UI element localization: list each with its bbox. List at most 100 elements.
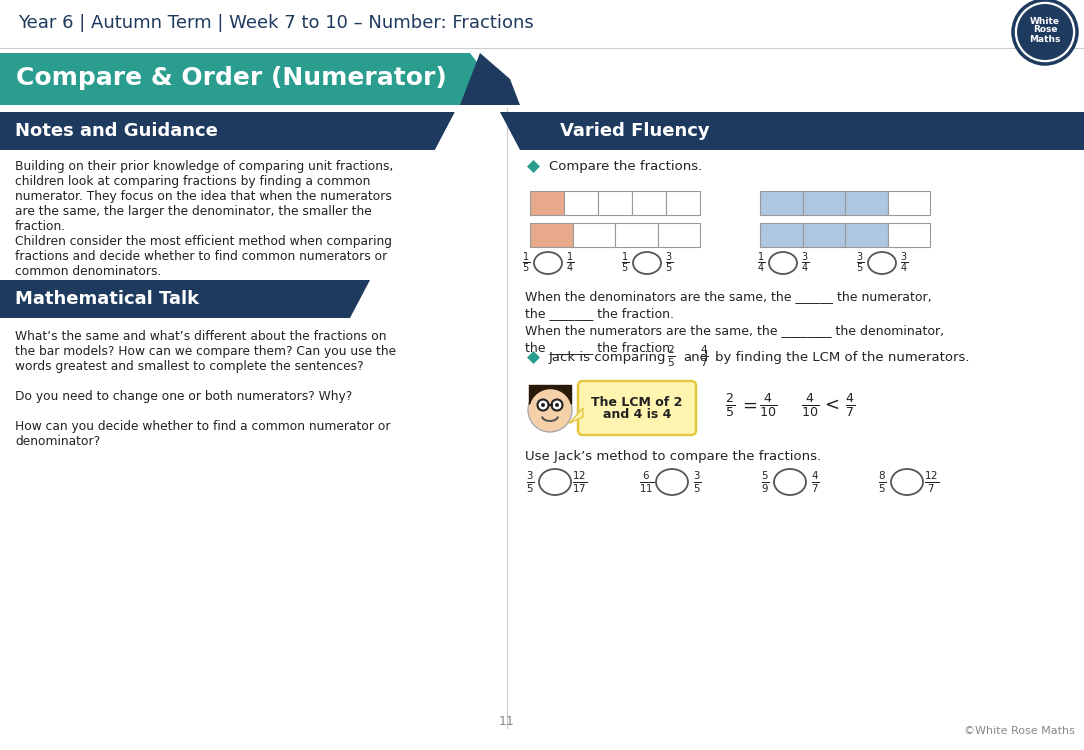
FancyBboxPatch shape (846, 191, 888, 215)
Text: Jack is comparing: Jack is comparing (549, 351, 667, 364)
Ellipse shape (891, 469, 922, 495)
Text: $\frac{4}{10}$: $\frac{4}{10}$ (801, 391, 820, 419)
FancyBboxPatch shape (888, 223, 930, 247)
Ellipse shape (539, 469, 571, 495)
FancyBboxPatch shape (615, 223, 658, 247)
Text: $\frac{12}{17}$: $\frac{12}{17}$ (572, 470, 588, 495)
Text: Children consider the most efficient method when comparing: Children consider the most efficient met… (15, 235, 392, 248)
Text: are the same, the larger the denominator, the smaller the: are the same, the larger the denominator… (15, 205, 372, 218)
Text: $\frac{5}{9}$: $\frac{5}{9}$ (761, 470, 770, 495)
Text: $\frac{4}{7}$: $\frac{4}{7}$ (699, 344, 709, 369)
Text: Building on their prior knowledge of comparing unit fractions,: Building on their prior knowledge of com… (15, 160, 393, 173)
Ellipse shape (868, 252, 896, 274)
Circle shape (1017, 4, 1073, 60)
Text: $\frac{12}{7}$: $\frac{12}{7}$ (925, 470, 940, 495)
Circle shape (1014, 0, 1077, 64)
Text: fractions and decide whether to find common numerators or: fractions and decide whether to find com… (15, 250, 387, 263)
Polygon shape (500, 112, 1084, 150)
Polygon shape (460, 53, 520, 105)
Text: words greatest and smallest to complete the sentences?: words greatest and smallest to complete … (15, 360, 363, 373)
Text: $\frac{1}{4}$: $\frac{1}{4}$ (566, 251, 575, 275)
Ellipse shape (656, 469, 688, 495)
Text: $\frac{1}{5}$: $\frac{1}{5}$ (621, 251, 629, 275)
Text: $\frac{4}{10}$: $\frac{4}{10}$ (759, 391, 777, 419)
Text: Mathematical Talk: Mathematical Talk (15, 290, 199, 308)
FancyBboxPatch shape (598, 191, 632, 215)
Text: fraction.: fraction. (15, 220, 66, 233)
Text: numerator. They focus on the idea that when the numerators: numerator. They focus on the idea that w… (15, 190, 392, 203)
FancyBboxPatch shape (572, 223, 615, 247)
Text: $\frac{3}{5}$: $\frac{3}{5}$ (693, 470, 701, 495)
Text: $\frac{2}{5}$: $\frac{2}{5}$ (725, 391, 735, 419)
Circle shape (541, 403, 545, 407)
Polygon shape (0, 53, 509, 105)
Text: 11: 11 (499, 715, 515, 728)
Text: Notes and Guidance: Notes and Guidance (15, 122, 218, 140)
FancyBboxPatch shape (530, 223, 572, 247)
FancyBboxPatch shape (578, 381, 696, 435)
Polygon shape (569, 408, 583, 424)
Text: Compare & Order (Numerator): Compare & Order (Numerator) (16, 66, 447, 90)
Text: When the numerators are the same, the ________ the denominator,: When the numerators are the same, the __… (525, 324, 944, 337)
Text: $<$: $<$ (821, 396, 839, 414)
Text: $\frac{3}{5}$: $\frac{3}{5}$ (856, 251, 864, 275)
Circle shape (538, 400, 549, 410)
Ellipse shape (769, 252, 797, 274)
Text: and: and (683, 351, 708, 364)
Text: ©White Rose Maths: ©White Rose Maths (964, 726, 1075, 736)
Text: Rose: Rose (1033, 26, 1057, 34)
Ellipse shape (774, 469, 806, 495)
Text: Use Jack’s method to compare the fractions.: Use Jack’s method to compare the fractio… (525, 450, 821, 463)
Text: White: White (1030, 16, 1060, 26)
Text: $\frac{3}{5}$: $\frac{3}{5}$ (664, 251, 673, 275)
Polygon shape (0, 280, 370, 318)
FancyBboxPatch shape (564, 191, 598, 215)
Circle shape (528, 388, 572, 432)
Text: Year 6 | Autumn Term | Week 7 to 10 – Number: Fractions: Year 6 | Autumn Term | Week 7 to 10 – Nu… (18, 14, 533, 32)
Text: common denominators.: common denominators. (15, 265, 162, 278)
Text: How can you decide whether to find a common numerator or: How can you decide whether to find a com… (15, 420, 390, 433)
FancyBboxPatch shape (632, 191, 666, 215)
Text: $\frac{6}{11}$: $\frac{6}{11}$ (640, 470, 655, 495)
Text: Varied Fluency: Varied Fluency (560, 122, 710, 140)
Text: denominator?: denominator? (15, 435, 100, 448)
Text: $\frac{1}{5}$: $\frac{1}{5}$ (521, 251, 530, 275)
Polygon shape (0, 112, 455, 150)
Text: the bar models? How can we compare them? Can you use the: the bar models? How can we compare them?… (15, 345, 396, 358)
Text: Maths: Maths (1030, 34, 1060, 44)
Text: $=$: $=$ (738, 396, 758, 414)
FancyBboxPatch shape (760, 223, 802, 247)
Text: What’s the same and what’s different about the fractions on: What’s the same and what’s different abo… (15, 330, 387, 343)
Text: children look at comparing fractions by finding a common: children look at comparing fractions by … (15, 175, 371, 188)
Text: The LCM of 2: The LCM of 2 (591, 395, 683, 409)
FancyBboxPatch shape (802, 223, 846, 247)
Text: $\frac{3}{5}$: $\frac{3}{5}$ (526, 470, 534, 495)
Polygon shape (527, 160, 540, 173)
Text: the _______ the fraction.: the _______ the fraction. (525, 341, 674, 354)
FancyBboxPatch shape (888, 191, 930, 215)
Text: $\frac{4}{7}$: $\frac{4}{7}$ (846, 391, 855, 419)
FancyBboxPatch shape (658, 223, 700, 247)
Text: by finding the LCM of the numerators.: by finding the LCM of the numerators. (715, 351, 969, 364)
Polygon shape (435, 112, 480, 150)
Ellipse shape (534, 252, 562, 274)
FancyBboxPatch shape (666, 191, 700, 215)
Text: Compare the fractions.: Compare the fractions. (549, 160, 702, 173)
Text: When the denominators are the same, the ______ the numerator,: When the denominators are the same, the … (525, 290, 931, 303)
Text: $\frac{3}{4}$: $\frac{3}{4}$ (900, 251, 908, 275)
Text: Do you need to change one or both numerators? Why?: Do you need to change one or both numera… (15, 390, 352, 403)
Text: the _______ the fraction.: the _______ the fraction. (525, 307, 674, 320)
Ellipse shape (633, 252, 661, 274)
FancyBboxPatch shape (760, 191, 802, 215)
FancyBboxPatch shape (530, 191, 564, 215)
Text: $\frac{3}{4}$: $\frac{3}{4}$ (801, 251, 809, 275)
Text: and 4 is 4: and 4 is 4 (603, 409, 671, 422)
Text: $\frac{1}{4}$: $\frac{1}{4}$ (757, 251, 765, 275)
Polygon shape (527, 351, 540, 364)
Text: $\frac{8}{5}$: $\frac{8}{5}$ (878, 470, 887, 495)
Text: $\frac{4}{7}$: $\frac{4}{7}$ (811, 470, 820, 495)
Circle shape (552, 400, 563, 410)
Circle shape (555, 403, 559, 407)
FancyBboxPatch shape (802, 191, 846, 215)
FancyBboxPatch shape (846, 223, 888, 247)
